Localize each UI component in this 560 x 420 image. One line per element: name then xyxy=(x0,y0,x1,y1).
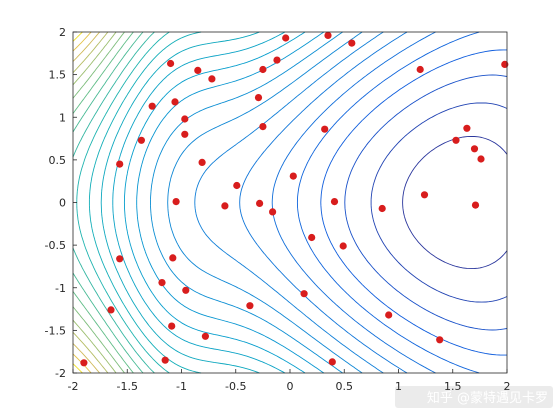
data-point xyxy=(282,34,290,42)
x-tick-label: -0.5 xyxy=(225,380,246,393)
contour-line xyxy=(271,31,436,374)
y-tick-label: -1 xyxy=(55,282,66,295)
data-point xyxy=(463,124,471,132)
watermark-text: 知乎 @蒙特遇见卡罗 xyxy=(427,390,548,406)
y-tick-label: 1 xyxy=(59,111,66,124)
contour-line xyxy=(402,135,508,270)
data-point xyxy=(148,102,156,110)
data-point xyxy=(324,31,332,39)
contour-line xyxy=(123,31,306,374)
contour-line xyxy=(100,31,260,374)
data-point xyxy=(172,198,180,206)
data-point xyxy=(477,155,485,163)
data-point xyxy=(273,56,281,64)
data-point xyxy=(107,306,115,314)
data-point xyxy=(161,356,169,364)
y-axis-ticks: -2 -1.5 -1 -0.5 0 0.5 1 1.5 2 xyxy=(45,26,77,380)
data-point xyxy=(233,181,241,190)
data-point xyxy=(246,302,254,310)
data-point xyxy=(254,94,263,102)
data-point xyxy=(289,172,297,180)
contour-line xyxy=(296,31,480,374)
data-point xyxy=(308,233,316,242)
y-tick-label: 1.5 xyxy=(49,69,67,82)
data-point xyxy=(416,65,424,74)
data-point xyxy=(471,201,480,209)
data-point xyxy=(330,198,339,206)
data-point xyxy=(328,358,336,366)
x-tick-label: 0 xyxy=(287,380,294,393)
contour-line xyxy=(72,31,155,374)
data-point xyxy=(470,145,479,153)
contour-line xyxy=(194,31,384,374)
contour-line xyxy=(72,31,125,374)
data-point xyxy=(182,286,190,294)
data-point xyxy=(221,202,229,210)
data-point xyxy=(158,279,166,287)
x-tick-label: -2 xyxy=(68,380,79,393)
contour-lines xyxy=(72,31,508,374)
data-point xyxy=(501,60,509,68)
x-tick-label: 2 xyxy=(504,380,511,393)
watermark: 知乎 @蒙特遇见卡罗 xyxy=(395,386,553,408)
y-tick-label: -1.5 xyxy=(45,324,66,337)
plot-background xyxy=(73,32,507,373)
contour-line xyxy=(167,31,363,374)
data-point xyxy=(137,136,145,144)
x-tick-label: 0.5 xyxy=(336,380,354,393)
contour-line xyxy=(344,74,508,331)
contour-line xyxy=(72,31,134,374)
contour-line xyxy=(370,102,508,303)
contour-line xyxy=(72,31,100,374)
x-axis-ticks: -2 -1.5 -1 -0.5 0 0.5 1 1.5 2 xyxy=(68,369,511,393)
data-point xyxy=(420,191,429,199)
data-point xyxy=(208,75,216,83)
y-tick-label: -0.5 xyxy=(45,239,66,252)
y-tick-label: 2 xyxy=(59,26,66,39)
y-tick-label: 0 xyxy=(59,197,66,210)
contour-line xyxy=(72,31,109,374)
data-point xyxy=(259,65,267,74)
contour-line xyxy=(72,31,144,374)
data-point xyxy=(256,199,264,207)
watermark-background xyxy=(395,386,553,408)
data-point xyxy=(171,98,179,106)
data-point xyxy=(80,359,88,367)
data-point xyxy=(194,66,202,74)
contour-line xyxy=(112,31,286,374)
data-point xyxy=(452,136,460,144)
data-point xyxy=(116,255,124,263)
data-point xyxy=(201,332,209,340)
data-point xyxy=(300,290,308,298)
data-point xyxy=(168,322,176,330)
scatter-points xyxy=(80,31,509,367)
data-point xyxy=(259,123,267,131)
x-tick-label: 1 xyxy=(395,380,402,393)
x-tick-label: -1.5 xyxy=(117,380,138,393)
data-point xyxy=(436,336,444,344)
contour-line xyxy=(76,31,170,374)
data-point xyxy=(181,115,189,123)
data-point xyxy=(385,311,393,319)
data-point xyxy=(181,130,189,138)
data-point xyxy=(339,242,347,250)
data-point xyxy=(198,158,206,166)
contour-line xyxy=(72,31,117,374)
data-point xyxy=(167,59,175,68)
data-point xyxy=(269,208,277,216)
y-tick-label: 0.5 xyxy=(49,154,67,167)
data-point xyxy=(116,160,124,168)
y-tick-label: -2 xyxy=(55,367,66,380)
contour-line xyxy=(239,31,408,374)
x-tick-label: -1 xyxy=(176,380,187,393)
data-point xyxy=(169,254,177,262)
data-point xyxy=(348,39,356,47)
data-point xyxy=(321,125,329,133)
data-point xyxy=(378,204,386,213)
contour-line xyxy=(88,31,202,374)
x-tick-label: 1.5 xyxy=(444,380,462,393)
contour-line xyxy=(320,49,507,356)
